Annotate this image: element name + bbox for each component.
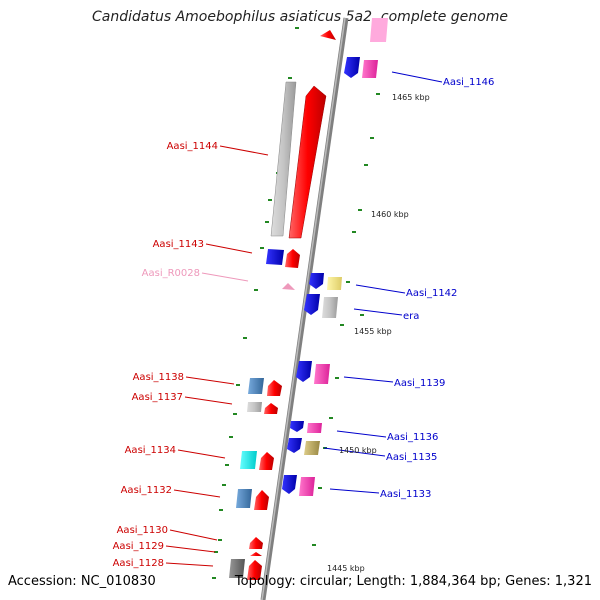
- gene-aasi-1130[interactable]: [249, 537, 263, 549]
- gene-label-left[interactable]: Aasi_1137: [132, 392, 183, 403]
- gene-aasi-1132[interactable]: [236, 489, 269, 510]
- gene-label-left[interactable]: Aasi_1128: [113, 558, 164, 569]
- gene-aasi-1129[interactable]: [250, 552, 262, 556]
- gene-aasi-1128[interactable]: [229, 559, 262, 580]
- gene-aasi-1136[interactable]: [290, 421, 322, 433]
- gene-label-right[interactable]: Aasi_1133: [380, 489, 431, 500]
- genome-backbone-highlight: [261, 17, 346, 600]
- gene-label-right[interactable]: Aasi_1146: [443, 77, 494, 88]
- gene-aasi-1138[interactable]: [248, 378, 282, 396]
- gene-label-left[interactable]: Aasi_1129: [113, 541, 164, 552]
- gene-label-left[interactable]: Aasi_R0028: [142, 268, 200, 279]
- gene-aasi-1134[interactable]: [240, 451, 274, 470]
- gene-aasi-r0028[interactable]: [282, 283, 295, 290]
- gene-label-left[interactable]: Aasi_1138: [133, 372, 184, 383]
- gene-label-right[interactable]: era: [403, 311, 419, 322]
- gene-aasi-1144[interactable]: [270, 81, 327, 239]
- gene-label-right[interactable]: Aasi_1139: [394, 378, 445, 389]
- gene-label-right[interactable]: Aasi_1142: [406, 288, 457, 299]
- gene-aasi-1143[interactable]: [266, 249, 300, 268]
- gene-label-left[interactable]: Aasi_1134: [125, 445, 176, 456]
- topology-label: Topology: circular; Length: 1,884,364 bp…: [234, 574, 592, 589]
- scale-label: 1465 kbp: [392, 93, 430, 102]
- gene-aasi-1135[interactable]: [287, 438, 320, 455]
- gene-aasi-1137[interactable]: [247, 402, 278, 414]
- gene-aasi-1133[interactable]: [282, 475, 315, 496]
- map-title: Candidatus Amoebophilus asiaticus 5a2, c…: [92, 9, 508, 25]
- gene-aasi-1146[interactable]: [344, 57, 378, 78]
- gene-label-left[interactable]: Aasi_1130: [117, 525, 168, 536]
- scale-label: 1450 kbp: [339, 446, 377, 455]
- label-leader-lines: [165, 71, 443, 567]
- gene-era[interactable]: [304, 294, 338, 318]
- gene-label-left[interactable]: Aasi_1144: [167, 141, 218, 152]
- gene-aasi-1142[interactable]: [309, 273, 342, 290]
- scale-label: 1445 kbp: [327, 564, 365, 573]
- scale-label: 1460 kbp: [371, 210, 409, 219]
- accession-label: Accession: NC_010830: [8, 574, 156, 589]
- tick-marks: [212, 21, 384, 579]
- gene-label-left[interactable]: Aasi_1132: [121, 485, 172, 496]
- gene-top-right[interactable]: [320, 18, 388, 42]
- gene-aasi-1139[interactable]: [296, 361, 330, 384]
- gene-label-right[interactable]: Aasi_1135: [386, 452, 437, 463]
- gene-label-left[interactable]: Aasi_1143: [153, 239, 204, 250]
- gene-label-right[interactable]: Aasi_1136: [387, 432, 438, 443]
- scale-label: 1455 kbp: [354, 327, 392, 336]
